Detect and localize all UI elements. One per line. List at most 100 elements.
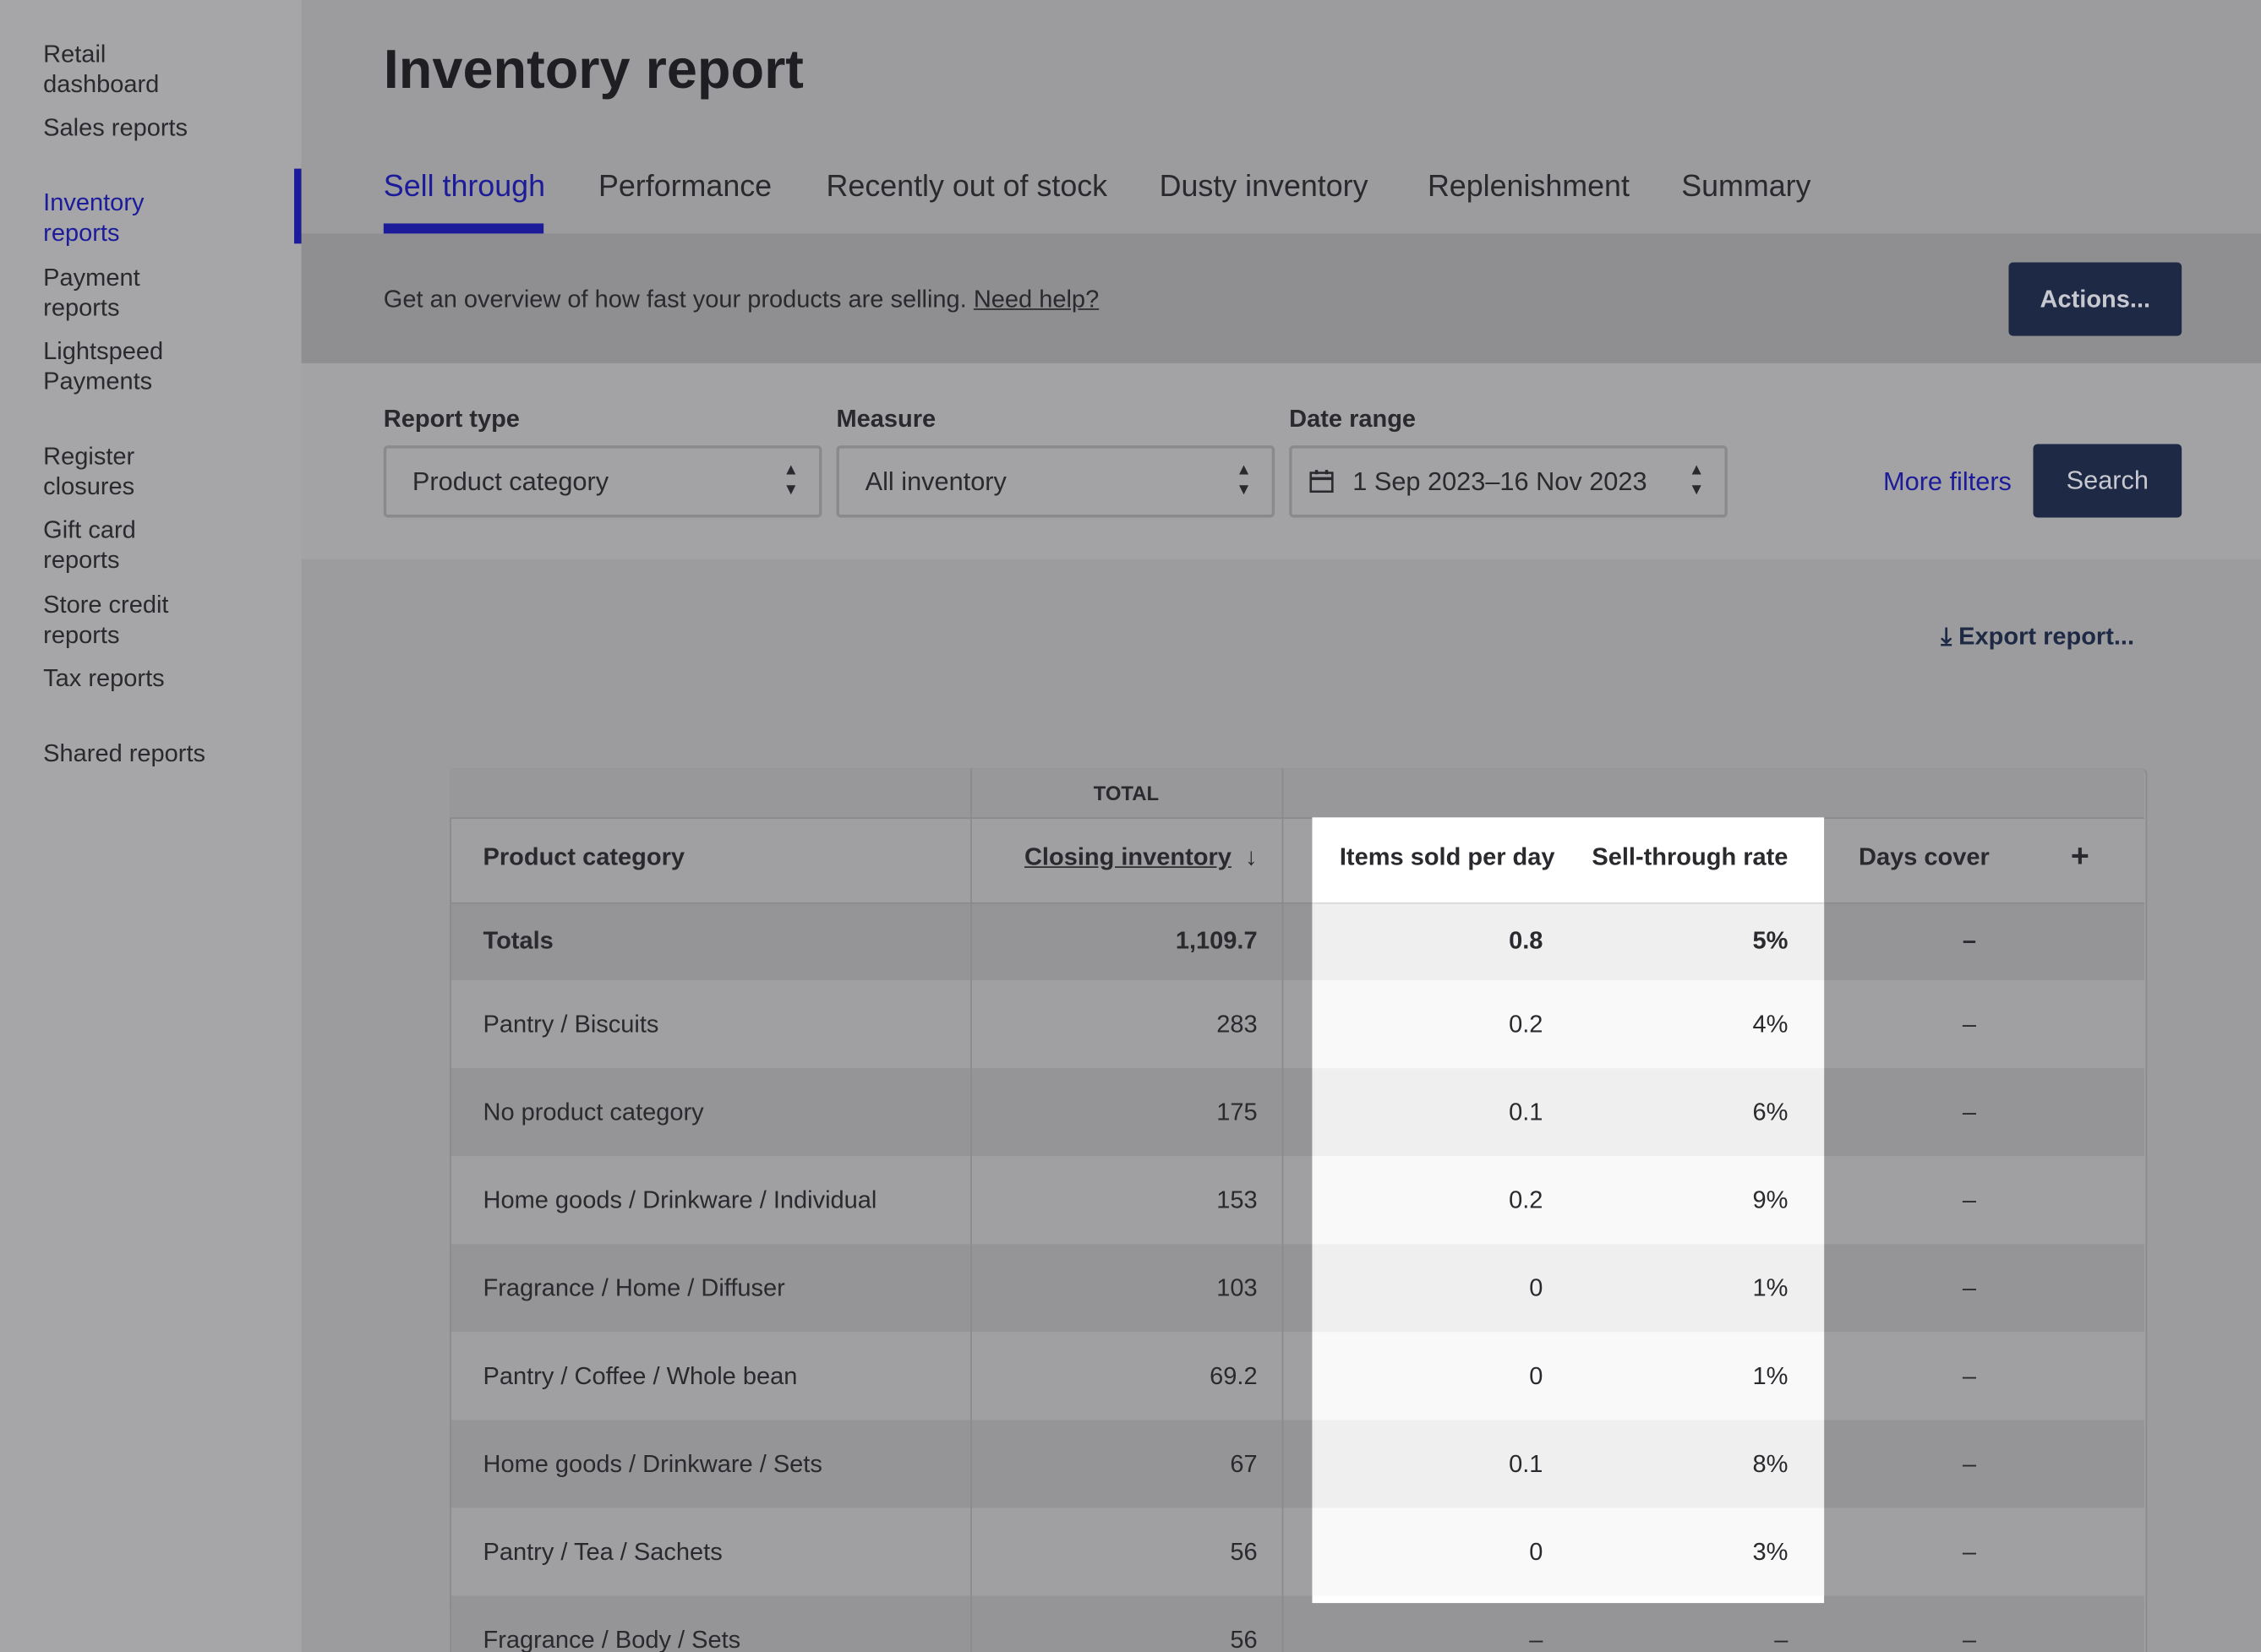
- column-divider: [1281, 768, 1284, 1652]
- cell: 6%: [1752, 1098, 1789, 1126]
- tab[interactable]: Sell through: [383, 170, 546, 204]
- cell: 0: [1529, 1361, 1543, 1389]
- cell: –: [1774, 1625, 1789, 1652]
- sidebar-item[interactable]: Inventory reports: [43, 188, 145, 247]
- sort-icon: ↓: [1245, 843, 1258, 871]
- report-type-select[interactable]: Product category ▲ ▼: [383, 445, 822, 518]
- group-header: TOTAL: [1093, 781, 1160, 804]
- header-divider: [450, 902, 2144, 904]
- table-row-bg: [451, 1244, 2144, 1333]
- sidebar-item[interactable]: Tax reports: [43, 664, 165, 692]
- cell: 5%: [1752, 926, 1789, 955]
- measure-select[interactable]: All inventory ▲ ▼: [836, 445, 1275, 518]
- select-arrows: ▲ ▼: [783, 461, 800, 499]
- column-divider: [970, 768, 972, 1652]
- sidebar-item[interactable]: Store credit reports: [43, 591, 169, 649]
- table-row-bg: [451, 1156, 2144, 1245]
- filter-label: Report type: [383, 405, 520, 433]
- cell: 1%: [1752, 1273, 1789, 1301]
- cell: 56: [1230, 1537, 1258, 1565]
- cell: –: [1529, 1625, 1543, 1652]
- tab[interactable]: Summary: [1681, 170, 1811, 204]
- tab[interactable]: Dusty inventory: [1159, 170, 1368, 204]
- cell: –: [1962, 1098, 1977, 1126]
- filter-label: Date range: [1289, 405, 1417, 433]
- column-header[interactable]: +: [2070, 837, 2089, 874]
- highlight-divider: [1312, 902, 1825, 904]
- table-row-bg: [451, 1068, 2144, 1157]
- cell: 69.2: [1210, 1361, 1258, 1389]
- select-arrows: ▲ ▼: [1236, 461, 1252, 499]
- highlight-row: [1312, 1508, 1825, 1596]
- tab[interactable]: Performance: [598, 170, 773, 204]
- calendar-icon: [1309, 470, 1334, 493]
- highlight-row: [1312, 1156, 1825, 1245]
- cell: 283: [1216, 1010, 1258, 1038]
- date-range-select[interactable]: 1 Sep 2023–16 Nov 2023 ▲ ▼: [1289, 445, 1728, 518]
- column-header[interactable]: Closing inventory ↓: [1024, 843, 1258, 871]
- highlight-row: [1312, 980, 1825, 1069]
- row-label: Pantry / Biscuits: [483, 1010, 659, 1038]
- cell: 0.1: [1509, 1098, 1543, 1126]
- cell: 4%: [1752, 1010, 1789, 1038]
- column-header: Days cover: [1859, 843, 1990, 871]
- column-header: Product category: [483, 843, 685, 871]
- column-header: Items sold per day: [1339, 843, 1555, 871]
- filter-label: Measure: [836, 405, 937, 433]
- more-filters-link[interactable]: More filters: [1883, 466, 2012, 496]
- help-link[interactable]: Need help?: [973, 285, 1100, 313]
- sidebar-item[interactable]: Shared reports: [43, 739, 206, 767]
- cell: 8%: [1752, 1449, 1789, 1477]
- select-arrows: ▲ ▼: [1688, 461, 1705, 499]
- cell: 0.2: [1509, 1010, 1543, 1038]
- row-label: Pantry / Tea / Sachets: [483, 1537, 723, 1565]
- cell: 3%: [1752, 1537, 1789, 1565]
- cell: 175: [1216, 1098, 1258, 1126]
- table-row-bg: [451, 1420, 2144, 1508]
- sidebar-item[interactable]: Retail dashboard: [43, 40, 160, 99]
- sidebar-item[interactable]: Sales reports: [43, 113, 188, 142]
- cell: –: [1962, 1625, 1977, 1652]
- actions-button[interactable]: Actions...: [2008, 262, 2182, 336]
- export-label: Export report...: [1958, 622, 2135, 651]
- highlight-row: [1312, 1068, 1825, 1157]
- sidebar-item[interactable]: Payment reports: [43, 264, 140, 322]
- tab[interactable]: Recently out of stock: [826, 170, 1108, 204]
- cell: 103: [1216, 1273, 1258, 1301]
- select-value: 1 Sep 2023–16 Nov 2023: [1352, 466, 1647, 496]
- row-label: Pantry / Coffee / Whole bean: [483, 1361, 798, 1389]
- cell: –: [1962, 1186, 1977, 1213]
- row-label: Home goods / Drinkware / Sets: [483, 1449, 822, 1477]
- row-label: Fragrance / Body / Sets: [483, 1625, 741, 1652]
- row-label: No product category: [483, 1098, 704, 1126]
- banner-text: Get an overview of how fast your product…: [383, 285, 967, 313]
- cell: 153: [1216, 1186, 1258, 1213]
- cell: –: [1962, 1273, 1977, 1301]
- cell: 0.2: [1509, 1186, 1543, 1213]
- column-header: Sell-through rate: [1592, 843, 1789, 871]
- table-row-bg: [451, 1508, 2144, 1596]
- cell: 56: [1230, 1625, 1258, 1652]
- banner: [301, 233, 2261, 363]
- cell: –: [1962, 926, 1977, 955]
- download-icon: ⤓: [1941, 622, 1952, 651]
- select-value: All inventory: [865, 466, 1007, 496]
- sidebar-item[interactable]: Lightspeed Payments: [43, 337, 164, 395]
- search-button[interactable]: Search: [2033, 444, 2182, 518]
- cell: 1%: [1752, 1361, 1789, 1389]
- export-button[interactable]: ⤓ Export report...: [1941, 623, 2134, 652]
- table-row-bg: [451, 1332, 2144, 1420]
- cell: 0.8: [1509, 926, 1543, 955]
- cell: 0: [1529, 1537, 1543, 1565]
- sidebar-item[interactable]: Gift card reports: [43, 515, 136, 574]
- row-label: Totals: [483, 926, 554, 955]
- tab-underline: [383, 223, 544, 234]
- sidebar: [0, 0, 302, 1652]
- sidebar-item[interactable]: Register closures: [43, 442, 135, 500]
- table-row-bg: [451, 1595, 2144, 1652]
- row-label: Fragrance / Home / Diffuser: [483, 1273, 785, 1301]
- tab[interactable]: Replenishment: [1427, 170, 1630, 204]
- highlight-row: [1312, 902, 1825, 981]
- table-row-bg: [451, 980, 2144, 1069]
